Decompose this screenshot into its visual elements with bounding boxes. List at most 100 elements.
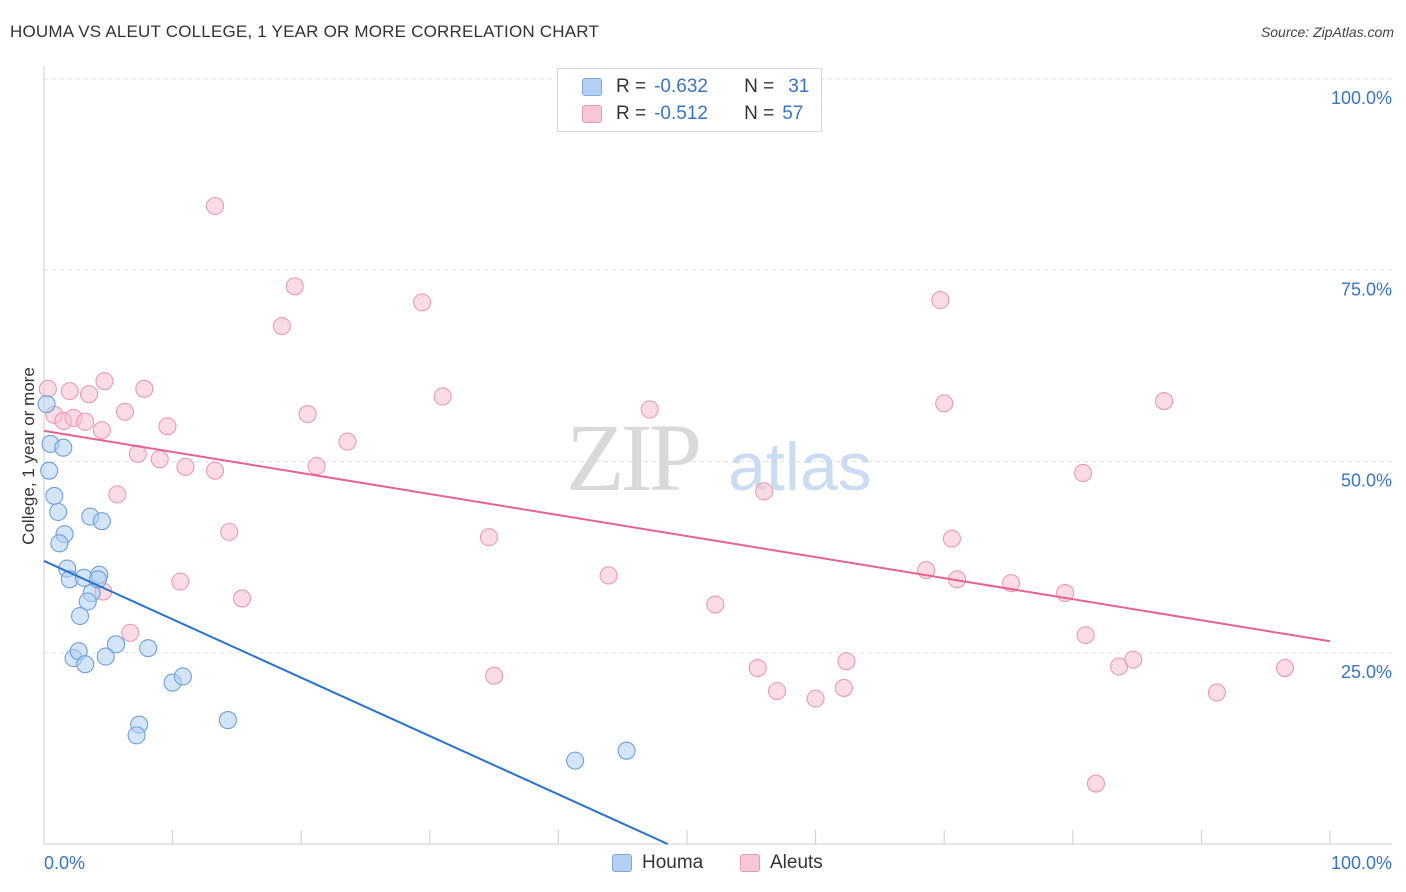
r-label: R =	[616, 103, 647, 124]
aleuts-point	[298, 405, 317, 424]
legend-row-houma: R = -0.632 N = 31	[582, 75, 809, 99]
aleuts-point	[479, 528, 499, 547]
aleuts-point	[158, 417, 177, 436]
y-tick-label: 25.0%	[1341, 662, 1392, 682]
y-tick-label: 100.0%	[1331, 88, 1392, 108]
aleuts-point	[108, 485, 127, 504]
r-value: -0.632	[654, 76, 708, 97]
aleuts-point	[931, 291, 950, 310]
series-houma	[37, 395, 636, 770]
aleuts-point	[1086, 774, 1105, 793]
aleuts-point	[150, 450, 169, 469]
aleuts-point	[599, 566, 618, 585]
houma-legend-label: Houma	[642, 852, 704, 873]
y-axis-label: College, 1 year or more	[19, 367, 38, 545]
legend-row-aleuts: R = -0.512 N = 57	[582, 102, 803, 126]
aleuts-point	[1002, 574, 1021, 593]
aleuts-point	[1124, 650, 1143, 669]
watermark-zip: ZIP	[566, 404, 699, 511]
houma-point	[40, 461, 59, 480]
houma-point	[566, 751, 585, 770]
n-label: N =	[744, 103, 775, 124]
houma-point	[76, 655, 95, 674]
aleuts-trend-line	[43, 429, 1331, 643]
aleuts-point	[1074, 463, 1093, 483]
houma-point	[54, 438, 73, 457]
aleuts-point	[485, 666, 504, 685]
aleuts-point	[806, 689, 825, 708]
legend-item-aleuts: Aleuts	[740, 852, 823, 874]
trend-lines	[43, 429, 1331, 845]
houma-point	[106, 635, 126, 654]
houma-point	[92, 512, 111, 531]
r-label: R =	[616, 76, 647, 97]
aleuts-legend-swatch	[740, 854, 760, 872]
houma-point	[37, 395, 56, 414]
aleuts-point	[121, 623, 140, 642]
aleuts-point	[1275, 658, 1295, 678]
series-aleuts	[38, 196, 1295, 793]
houma-point	[218, 711, 237, 730]
houma-point	[139, 639, 158, 658]
axes	[43, 66, 1392, 845]
aleuts-point	[834, 678, 853, 697]
houma-point	[50, 534, 69, 553]
aleuts-point	[205, 461, 225, 480]
aleuts-point	[176, 457, 195, 476]
x-tick-label: 0.0%	[44, 853, 85, 873]
houma-point	[78, 592, 97, 611]
aleuts-point	[748, 658, 767, 678]
aleuts-point	[220, 522, 239, 541]
aleuts-point	[307, 457, 326, 476]
aleuts-point	[767, 681, 787, 701]
aleuts-point	[755, 482, 774, 501]
aleuts-point	[942, 529, 961, 548]
x-tick-label: 100.0%	[1331, 853, 1392, 873]
aleuts-point	[1207, 683, 1226, 702]
aleuts-point	[837, 652, 856, 671]
aleuts-point	[413, 293, 432, 312]
aleuts-point	[92, 421, 111, 440]
aleuts-point	[171, 572, 190, 591]
watermark: ZIP atlas	[566, 404, 872, 511]
aleuts-point	[1155, 392, 1174, 411]
n-value: 57	[782, 103, 804, 124]
aleuts-point	[115, 402, 135, 421]
houma-point	[173, 667, 192, 686]
houma-point	[127, 726, 146, 745]
aleuts-point	[95, 372, 114, 391]
houma-point	[70, 606, 90, 626]
aleuts-point	[79, 385, 99, 404]
y-tick-label: 75.0%	[1341, 279, 1392, 299]
aleuts-point	[232, 589, 252, 608]
aleuts-point	[640, 400, 659, 419]
n-label: N =	[744, 76, 775, 97]
aleuts-point	[1076, 626, 1095, 645]
aleuts-swatch	[582, 105, 602, 123]
aleuts-point	[706, 595, 725, 614]
aleuts-point	[285, 277, 304, 296]
houma-point	[96, 647, 115, 666]
r-value: -0.512	[654, 103, 708, 124]
houma-point	[617, 741, 636, 760]
aleuts-point	[205, 196, 225, 216]
houma-legend-swatch	[612, 854, 632, 872]
aleuts-point	[433, 387, 452, 406]
y-tick-label: 50.0%	[1341, 471, 1392, 491]
houma-point	[49, 502, 68, 522]
n-value: 31	[788, 76, 810, 97]
gridlines	[44, 78, 1392, 654]
legend-item-houma: Houma	[612, 852, 703, 874]
houma-swatch	[582, 78, 602, 96]
houma-trend-line	[43, 560, 669, 845]
aleuts-point	[76, 412, 95, 431]
aleuts-legend-label: Aleuts	[770, 852, 823, 873]
aleuts-point	[338, 432, 357, 451]
aleuts-point	[935, 394, 954, 413]
houma-point	[45, 486, 64, 505]
correlation-legend: R = -0.632 N = 31 R = -0.512 N = 57	[557, 68, 822, 132]
chart-title: HOUMA VS ALEUT COLLEGE, 1 YEAR OR MORE C…	[10, 22, 600, 41]
aleuts-point	[272, 317, 291, 336]
watermark-atlas: atlas	[728, 429, 872, 505]
